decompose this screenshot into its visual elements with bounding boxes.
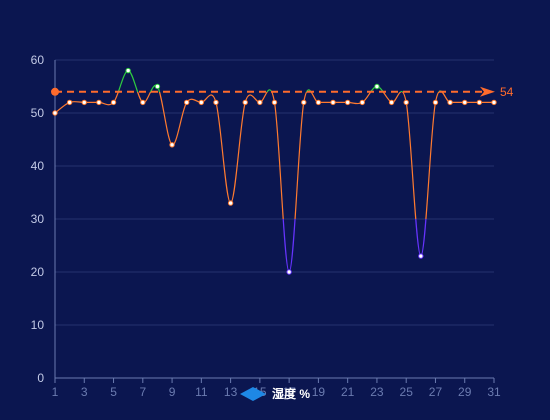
markline-arrow-icon: [480, 86, 495, 97]
x-tick-label: 9: [169, 385, 176, 399]
y-tick-label: 0: [37, 371, 44, 385]
legend-label: 湿度 %: [271, 387, 310, 401]
data-point: [301, 99, 307, 106]
data-point: [198, 99, 205, 106]
data-point: [344, 99, 351, 106]
data-point: [66, 99, 73, 106]
x-tick-label: 19: [312, 385, 326, 399]
data-point: [184, 99, 190, 106]
y-tick-label: 50: [31, 106, 45, 120]
x-tick-label: 29: [458, 385, 472, 399]
data-point: [476, 99, 483, 106]
data-point: [315, 99, 322, 106]
data-point: [271, 99, 278, 106]
data-point: [491, 99, 497, 106]
data-point: [257, 99, 263, 106]
data-point: [418, 253, 424, 259]
data-point: [447, 99, 453, 106]
data-point: [462, 99, 468, 106]
x-tick-label: 11: [195, 385, 208, 399]
data-point: [286, 269, 292, 275]
y-tick-label: 40: [31, 159, 45, 173]
data-point: [213, 99, 219, 106]
data-point: [242, 99, 248, 106]
data-point: [140, 99, 146, 106]
data-point: [52, 110, 58, 116]
data-point: [330, 99, 336, 106]
data-point: [388, 99, 395, 106]
x-tick-label: 27: [429, 385, 443, 399]
data-point: [81, 99, 87, 106]
x-tick-label: 21: [341, 385, 355, 399]
data-point: [403, 99, 409, 106]
markline-start-point: [51, 87, 59, 96]
x-tick-label: 25: [400, 385, 414, 399]
y-tick-label: 20: [31, 265, 45, 279]
x-tick-label: 13: [224, 385, 238, 399]
y-tick-label: 30: [31, 212, 45, 226]
data-point: [169, 142, 175, 148]
legend-marker-icon: [239, 386, 266, 401]
x-tick-label: 1: [52, 385, 59, 399]
x-tick-label: 23: [370, 385, 384, 399]
data-point: [359, 99, 365, 106]
y-tick-label: 10: [31, 318, 45, 332]
data-point: [96, 99, 102, 106]
data-point: [110, 99, 117, 106]
data-point: [154, 83, 161, 90]
y-tick-label: 60: [31, 53, 45, 67]
legend[interactable]: 湿度 %: [0, 385, 550, 402]
x-tick-label: 7: [139, 385, 146, 399]
x-tick-label: 5: [110, 385, 117, 399]
markline-label: 54: [500, 85, 514, 99]
data-point: [227, 200, 234, 206]
x-tick-label: 3: [81, 385, 88, 399]
data-point: [432, 99, 439, 106]
x-tick-label: 17: [282, 385, 296, 399]
x-tick-label: 31: [487, 385, 501, 399]
data-point: [125, 67, 131, 74]
data-point: [374, 83, 380, 90]
